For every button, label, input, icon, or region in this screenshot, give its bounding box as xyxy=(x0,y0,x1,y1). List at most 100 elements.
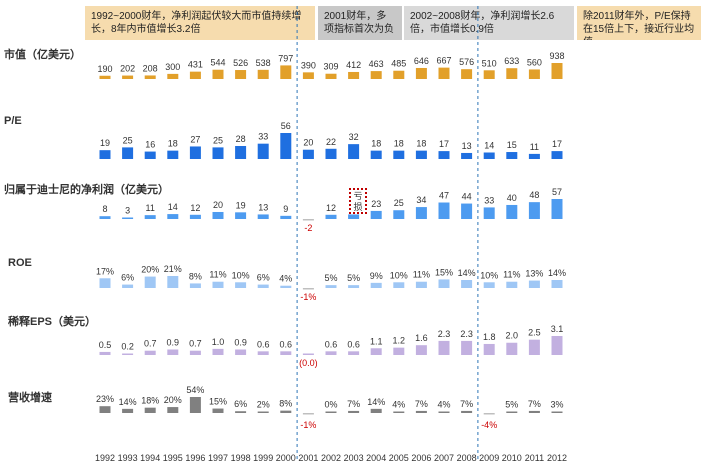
pe-value-label: 20 xyxy=(303,138,313,148)
net_income-bar xyxy=(348,214,360,219)
market_cap-bar xyxy=(370,71,382,79)
pe-bar xyxy=(438,151,450,159)
eps-bar xyxy=(122,353,134,355)
roe-bar xyxy=(461,280,473,288)
x-tick-label: 1995 xyxy=(163,453,183,463)
roe-value-label: 11% xyxy=(503,270,520,280)
net_income-value-label: 19 xyxy=(236,200,246,210)
eps-bar xyxy=(370,348,382,355)
revenue_growth-bar xyxy=(189,397,201,413)
x-tick-label: 2009 xyxy=(479,453,499,463)
eps-value-label: 1.1 xyxy=(370,336,383,346)
pe-bar xyxy=(189,146,201,159)
net_income-bar xyxy=(438,202,450,219)
x-tick-label: 2006 xyxy=(411,453,431,463)
net_income-value-label: 33 xyxy=(484,195,494,205)
market_cap-bar xyxy=(461,69,473,79)
pe-bar xyxy=(348,144,360,159)
net_income-bar xyxy=(506,204,518,219)
market_cap-bar xyxy=(551,63,563,79)
roe-bar xyxy=(144,276,156,288)
eps-bar xyxy=(393,347,405,355)
pe-value-label: 13 xyxy=(462,141,472,151)
pe-value-label: 18 xyxy=(394,139,404,149)
pe-value-label: 17 xyxy=(552,139,562,149)
revenue_growth-value-label: 4% xyxy=(392,400,405,410)
market_cap-bar xyxy=(212,69,224,79)
x-tick-label: 2005 xyxy=(389,453,409,463)
pe-bar xyxy=(325,148,337,159)
x-tick-label: 1996 xyxy=(185,453,205,463)
pe-value-label: 17 xyxy=(439,139,449,149)
roe-bar xyxy=(506,281,518,288)
net_income-bar xyxy=(528,202,540,219)
eps-bar xyxy=(528,339,540,355)
roe-value-label: 11% xyxy=(209,270,226,280)
revenue_growth-bar xyxy=(506,411,518,413)
roe-value-label: -1% xyxy=(300,292,316,302)
revenue_growth-value-label: 54% xyxy=(186,385,204,395)
revenue_growth-bar xyxy=(438,411,450,413)
market_cap-value-label: 202 xyxy=(120,64,135,74)
pe-value-label: 18 xyxy=(371,139,381,149)
market_cap-value-label: 309 xyxy=(323,62,338,72)
x-tick-label: 2007 xyxy=(434,453,454,463)
x-tick-label: 1999 xyxy=(253,453,273,463)
revenue_growth-bar xyxy=(393,411,405,413)
roe-bar xyxy=(257,284,269,288)
net_income-value-label: 3 xyxy=(125,206,130,216)
market_cap-bar xyxy=(99,75,111,79)
x-tick-label: 2001 xyxy=(298,453,318,463)
roe-value-label: 4% xyxy=(279,274,292,284)
market_cap-value-label: 390 xyxy=(301,60,316,70)
revenue_growth-value-label: 7% xyxy=(528,399,541,409)
pe-value-label: 11 xyxy=(530,142,539,152)
eps-bar xyxy=(257,351,269,355)
net_income-bar xyxy=(461,203,473,219)
roe-value-label: 6% xyxy=(257,273,270,283)
eps-bar xyxy=(189,350,201,355)
eps-value-label: 0.6 xyxy=(347,339,360,349)
pe-value-label: 25 xyxy=(123,135,133,145)
net_income-bar xyxy=(280,215,292,219)
market_cap-value-label: 576 xyxy=(459,57,474,67)
market_cap-value-label: 667 xyxy=(436,56,451,66)
roe-value-label: 8% xyxy=(189,271,202,281)
market_cap-bar xyxy=(528,69,540,79)
revenue_growth-value-label: 15% xyxy=(209,397,227,407)
market_cap-bar xyxy=(257,69,269,79)
period-banner-2009-2012: 除2011财年外，P/E保持在15倍上下，接近行业均值 xyxy=(577,6,701,40)
revenue_growth-bar xyxy=(280,410,292,413)
net_income-value-label: 12 xyxy=(326,203,336,213)
eps-value-label: 0.7 xyxy=(189,339,202,349)
roe-value-label: 5% xyxy=(324,273,337,283)
net_income-value-label: 40 xyxy=(507,193,517,203)
market_cap-bar xyxy=(415,67,427,79)
eps-bar xyxy=(167,349,179,355)
revenue_growth-value-label: 4% xyxy=(437,400,450,410)
x-tick-label: 2008 xyxy=(457,453,477,463)
x-tick-label: 1992 xyxy=(95,453,115,463)
market_cap-value-label: 412 xyxy=(346,60,361,70)
net_income-value-label: 57 xyxy=(552,187,562,197)
roe-bar xyxy=(302,288,314,290)
market_cap-value-label: 208 xyxy=(143,63,158,73)
pe-value-label: 27 xyxy=(190,134,200,144)
eps-value-label: 2.5 xyxy=(528,328,541,338)
revenue_growth-bar xyxy=(483,413,495,415)
eps-bar xyxy=(235,349,247,355)
eps-bar xyxy=(325,351,337,355)
net_income-bar xyxy=(393,210,405,219)
net_income-value-label: 11 xyxy=(146,203,155,213)
roe-value-label: 14% xyxy=(548,268,566,278)
loss-note: 亏损 xyxy=(349,188,367,214)
market_cap-value-label: 938 xyxy=(549,51,564,61)
net_income-value-label: 34 xyxy=(416,195,426,205)
roe-bar xyxy=(167,276,179,288)
revenue_growth-bar xyxy=(167,407,179,413)
revenue_growth-value-label: 23% xyxy=(96,394,114,404)
net_income-bar xyxy=(483,207,495,219)
eps-bar xyxy=(506,342,518,355)
pe-bar xyxy=(257,143,269,159)
net_income-bar xyxy=(122,217,134,219)
